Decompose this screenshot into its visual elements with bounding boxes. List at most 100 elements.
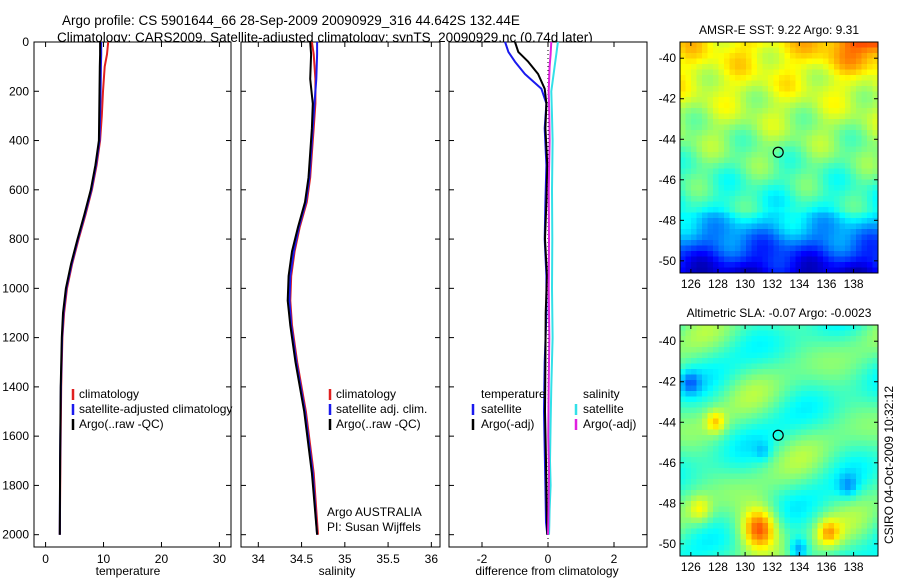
map-cell bbox=[834, 402, 841, 409]
map-cell bbox=[828, 119, 835, 126]
map-cell bbox=[680, 484, 687, 491]
map-cell bbox=[768, 385, 775, 392]
map-cell bbox=[812, 413, 819, 420]
map-cell bbox=[735, 75, 742, 82]
map-cell bbox=[850, 528, 857, 535]
y-tick-label: 200 bbox=[9, 84, 29, 98]
map-cell bbox=[702, 75, 709, 82]
map-cell bbox=[768, 473, 775, 480]
map-cell bbox=[834, 325, 841, 332]
map-cell bbox=[757, 124, 764, 131]
map-cell bbox=[746, 135, 753, 142]
map-cell bbox=[757, 550, 764, 556]
map-panels: 126 128 130 132 134 136 138-40-42-44-46-48-50A… bbox=[659, 23, 879, 574]
map-cell bbox=[861, 385, 868, 392]
map-cell bbox=[839, 325, 846, 332]
map-cell bbox=[707, 363, 714, 370]
map-cell bbox=[762, 418, 769, 425]
map-cell bbox=[680, 119, 687, 126]
map-cell bbox=[740, 358, 747, 365]
map-cell bbox=[751, 185, 758, 192]
map-cell bbox=[724, 251, 731, 258]
map-cell bbox=[839, 108, 846, 115]
map-cell bbox=[746, 490, 753, 497]
map-cell bbox=[823, 168, 830, 175]
map-cell bbox=[680, 218, 687, 225]
map-cell bbox=[795, 418, 802, 425]
map-cell bbox=[845, 407, 852, 414]
map-cell bbox=[685, 75, 692, 82]
map-cell bbox=[691, 124, 698, 131]
map-cell bbox=[839, 234, 846, 241]
map-cell bbox=[746, 363, 753, 370]
map-cell bbox=[817, 528, 824, 535]
x-tick-label: 130 bbox=[735, 560, 755, 574]
map-cell bbox=[685, 380, 692, 387]
map-cell bbox=[696, 330, 703, 337]
map-cell bbox=[762, 325, 769, 332]
map-cell bbox=[702, 446, 709, 453]
map-cell bbox=[751, 407, 758, 414]
map-cell bbox=[839, 418, 846, 425]
map-cell bbox=[724, 385, 731, 392]
map-cell bbox=[872, 418, 878, 425]
map-cell bbox=[702, 451, 709, 458]
map-cell bbox=[696, 190, 703, 197]
map-cell bbox=[861, 501, 868, 508]
map-cell bbox=[806, 168, 813, 175]
map-cell bbox=[872, 473, 878, 480]
map-cell bbox=[856, 523, 863, 530]
map-cell bbox=[834, 80, 841, 87]
map-cell bbox=[795, 325, 802, 332]
map-cell bbox=[685, 495, 692, 502]
map-cell bbox=[729, 451, 736, 458]
map-cell bbox=[856, 207, 863, 214]
map-cell bbox=[685, 102, 692, 109]
map-cell bbox=[724, 517, 731, 524]
map-cell bbox=[790, 435, 797, 442]
map-cell bbox=[779, 58, 786, 65]
map-cell bbox=[823, 97, 830, 104]
map-cell bbox=[707, 113, 714, 120]
map-cell bbox=[839, 245, 846, 252]
map-cell bbox=[850, 174, 857, 181]
map-cell bbox=[718, 75, 725, 82]
map-cell bbox=[867, 163, 874, 170]
map-cell bbox=[834, 534, 841, 541]
map-cell bbox=[740, 490, 747, 497]
map-cell bbox=[845, 141, 852, 148]
map-cell bbox=[713, 168, 720, 175]
map-cell bbox=[680, 262, 687, 269]
map-cell bbox=[850, 352, 857, 359]
map-cell bbox=[845, 201, 852, 208]
map-cell bbox=[707, 58, 714, 65]
map-cell bbox=[817, 91, 824, 98]
map-cell bbox=[768, 135, 775, 142]
map-cell bbox=[850, 97, 857, 104]
map-cell bbox=[724, 407, 731, 414]
map-cell bbox=[718, 163, 725, 170]
map-cell bbox=[768, 146, 775, 153]
map-cell bbox=[718, 102, 725, 109]
map-cell bbox=[861, 212, 868, 219]
map-cell bbox=[861, 369, 868, 376]
map-cell bbox=[702, 163, 709, 170]
map-cell bbox=[856, 407, 863, 414]
map-cell bbox=[784, 251, 791, 258]
map-cell bbox=[768, 545, 775, 552]
map-cell bbox=[724, 47, 731, 54]
map-cell bbox=[729, 391, 736, 398]
map-cell bbox=[867, 218, 874, 225]
map-cell bbox=[872, 64, 878, 71]
map-cell bbox=[806, 179, 813, 186]
map-cell bbox=[795, 113, 802, 120]
map-cell bbox=[823, 196, 830, 203]
map-cell bbox=[702, 47, 709, 54]
map-cell bbox=[762, 146, 769, 153]
map-cell bbox=[773, 64, 780, 71]
map-cell bbox=[828, 130, 835, 137]
map-cell bbox=[817, 240, 824, 247]
map-cell bbox=[861, 80, 868, 87]
map-cell bbox=[806, 163, 813, 170]
